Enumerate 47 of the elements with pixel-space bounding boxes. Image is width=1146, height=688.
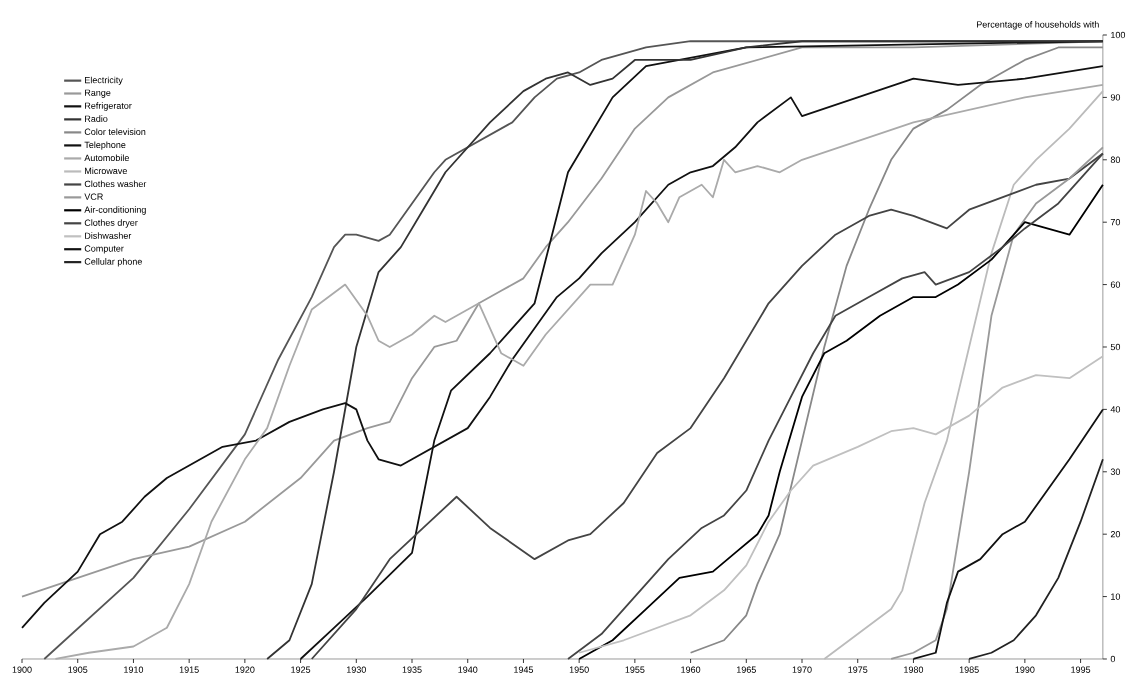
y-tick-label: 60 — [1110, 281, 1121, 288]
legend-label: Clothes washer — [84, 180, 147, 188]
x-tick-label: 1940 — [458, 666, 478, 673]
legend-label: Cellular phone — [84, 258, 142, 267]
x-tick-label: 1985 — [959, 666, 979, 673]
legend-label: Telephone — [84, 141, 126, 150]
x-tick-label: 1960 — [681, 666, 701, 673]
legend-label: Air-conditioning — [84, 206, 146, 215]
y-tick-label: 0 — [1110, 655, 1116, 663]
y-tick-label: 10 — [1111, 593, 1121, 600]
y-axis-title: Percentage of households with — [977, 21, 1099, 30]
legend-label: Microwave — [85, 167, 127, 175]
y-tick-label: 20 — [1110, 530, 1121, 538]
y-tick-label: 30 — [1110, 468, 1121, 475]
x-tick-label: 1990 — [1015, 666, 1035, 673]
x-tick-label: 1980 — [904, 666, 924, 673]
x-tick-label: 1920 — [235, 666, 255, 673]
x-tick-label: 1945 — [514, 666, 534, 673]
x-tick-label: 1915 — [179, 666, 199, 673]
y-tick-label: 90 — [1110, 94, 1121, 101]
x-tick-label: 1910 — [124, 666, 144, 673]
y-tick-label: 50 — [1110, 343, 1121, 351]
legend-label: Electricity — [85, 76, 123, 86]
y-tick-label: 80 — [1110, 156, 1121, 163]
x-tick-label: 1995 — [1071, 666, 1091, 673]
legend-label: VCR — [84, 193, 103, 200]
y-tick-label: 70 — [1110, 219, 1121, 226]
x-tick-label: 1935 — [402, 666, 422, 673]
legend-label: Range — [85, 89, 111, 98]
x-tick-label: 1965 — [736, 666, 756, 673]
x-tick-label: 1975 — [848, 666, 868, 673]
legend-label: Computer — [84, 245, 124, 254]
x-tick-label: 1900 — [12, 666, 32, 673]
legend-label: Dishwasher — [85, 232, 132, 239]
x-tick-label: 1950 — [569, 666, 589, 673]
legend-label: Refrigerator — [85, 102, 132, 111]
y-tick-label: 40 — [1110, 406, 1121, 413]
y-tick-label: 100 — [1111, 31, 1126, 39]
legend-label: Radio — [85, 115, 108, 122]
legend-label: Color television — [84, 128, 146, 135]
x-tick-label: 1930 — [346, 666, 366, 673]
x-tick-label: 1905 — [68, 666, 88, 673]
legend-label: Clothes dryer — [84, 219, 138, 228]
legend-label: Automobile — [84, 154, 129, 162]
x-tick-label: 1955 — [625, 666, 645, 673]
x-tick-label: 1925 — [291, 666, 311, 673]
x-tick-label: 1970 — [792, 666, 812, 673]
